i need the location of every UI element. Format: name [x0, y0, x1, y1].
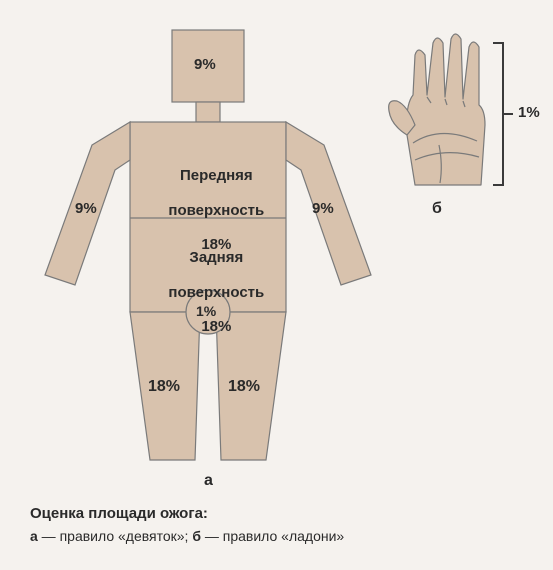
- label-torso-front-l1: Передняя: [180, 167, 253, 184]
- caption-title: Оценка площади ожога:: [30, 505, 530, 522]
- caption-row: а — правило «девяток»; б — правило «ладо…: [30, 528, 530, 544]
- sublabel-a: а: [204, 472, 213, 490]
- label-torso-front-l2: поверхность: [168, 202, 264, 219]
- caption-b-text: — правило «ладони»: [201, 528, 344, 544]
- label-torso-back-l2: поверхность: [168, 284, 264, 301]
- label-arm-left: 9%: [75, 200, 97, 217]
- label-hand-percent: 1%: [518, 104, 540, 121]
- label-torso-back-l3: 18%: [201, 318, 231, 335]
- sublabel-b: б: [432, 200, 442, 218]
- caption-b-bold: б: [192, 528, 201, 544]
- label-groin: 1%: [196, 303, 216, 319]
- caption: Оценка площади ожога: а — правило «девят…: [30, 505, 530, 544]
- caption-a-text: — правило «девяток»;: [38, 528, 193, 544]
- label-leg-left: 18%: [148, 378, 180, 396]
- diagram-stage: 9% Передняя поверхность 18% Задняя повер…: [0, 0, 553, 570]
- label-leg-right: 18%: [228, 378, 260, 396]
- label-torso-back-l1: Задняя: [189, 249, 243, 266]
- label-torso-back: Задняя поверхность 18%: [130, 232, 286, 353]
- label-head: 9%: [194, 56, 216, 73]
- label-arm-right: 9%: [312, 200, 334, 217]
- caption-a-bold: а: [30, 528, 38, 544]
